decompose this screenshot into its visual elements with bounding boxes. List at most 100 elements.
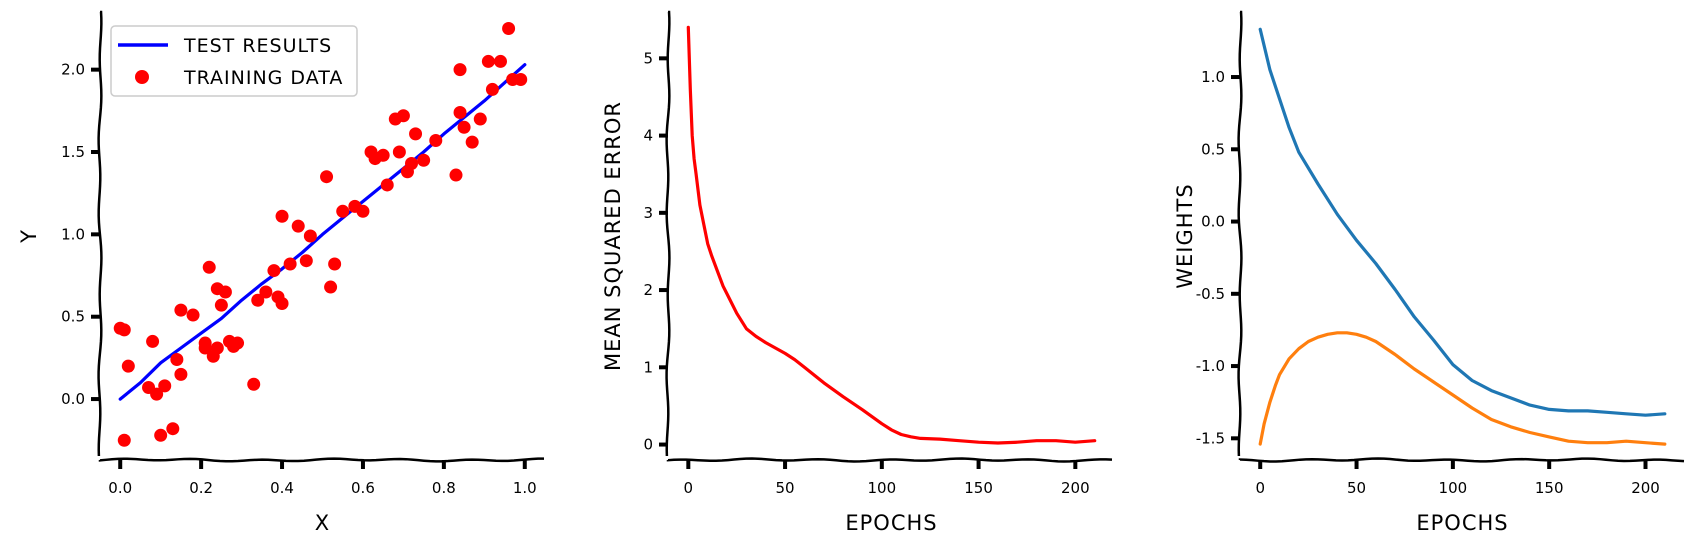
legend-box xyxy=(110,25,358,97)
series-line-1 xyxy=(1258,27,1667,417)
y-axis-line xyxy=(1237,10,1243,457)
scatter-point xyxy=(202,260,216,274)
scatter-point xyxy=(465,135,479,149)
x-tick-label: 0.2 xyxy=(189,479,213,497)
y-tick-label: 3 xyxy=(643,204,653,222)
y-tick-label: 1.0 xyxy=(61,225,85,243)
x-tick-label: 50 xyxy=(1347,479,1366,497)
x-tick-label: 200 xyxy=(1631,479,1660,497)
scatter-point xyxy=(502,21,516,35)
scatter-point xyxy=(356,204,370,218)
scatter-point xyxy=(291,219,305,233)
scatter-point xyxy=(267,264,281,278)
series-line-1 xyxy=(686,25,1097,445)
scatter-point xyxy=(231,336,245,350)
y-tick-label: 2 xyxy=(643,281,653,299)
scatter-point xyxy=(154,428,168,442)
legend: TEST RESULTS TRAINING DATA xyxy=(110,25,358,97)
scatter-point xyxy=(449,168,463,182)
scatter-point xyxy=(146,334,160,348)
scatter-point xyxy=(158,379,172,393)
x-axis-line xyxy=(666,457,1113,463)
x-tick-label: 0.4 xyxy=(270,479,294,497)
scatter-point xyxy=(186,308,200,322)
chart-panel-3: 1.0 0.5 0.0 -0.5 -1.0 -1.5 0 50 100 150 200 EPOCHS W… xyxy=(1173,10,1685,535)
scatter-point xyxy=(117,433,131,447)
x-axis-label: EPOCHS xyxy=(845,511,937,535)
scatter-point xyxy=(514,73,528,87)
y-tick-label: 2.0 xyxy=(61,61,85,79)
series-line-1 xyxy=(118,63,527,401)
x-tick-label: 0.8 xyxy=(432,479,456,497)
scatter-point xyxy=(283,257,297,271)
scatter-point xyxy=(494,54,507,68)
x-tick-label: 200 xyxy=(1061,479,1090,497)
y-axis-line xyxy=(97,10,103,457)
scatter-point xyxy=(210,341,224,355)
x-axis-line xyxy=(98,457,545,463)
scatter-point xyxy=(214,298,228,312)
y-tick-label: 0.5 xyxy=(1201,140,1225,158)
y-axis-label: Y xyxy=(17,229,41,244)
scatter-point xyxy=(117,323,131,337)
x-tick-label: 0 xyxy=(1255,479,1265,497)
scatter-point xyxy=(275,209,289,223)
scatter-point xyxy=(150,387,164,401)
scatter-point xyxy=(457,120,471,134)
chart-panel-1: 0.0 0.5 1.0 1.5 2.0 0.0 0.2 0.4 0.6 0.8 1.0 X Y TEST … xyxy=(17,10,545,535)
scatter-point xyxy=(218,285,232,299)
scatter-point xyxy=(405,157,418,171)
scatter-point xyxy=(121,359,135,373)
y-tick-label: 1 xyxy=(643,358,653,376)
y-tick-label: -0.5 xyxy=(1196,285,1225,303)
scatter-point xyxy=(429,133,443,147)
y-tick-label: -1.0 xyxy=(1196,357,1225,375)
x-axis-label: EPOCHS xyxy=(1416,511,1508,535)
x-tick-label: 150 xyxy=(964,479,993,497)
scatter-point xyxy=(485,82,499,96)
scatter-point xyxy=(259,285,273,299)
y-tick-label: 0 xyxy=(643,436,653,454)
x-tick-label: 50 xyxy=(776,479,795,497)
y-tick-label: 1.5 xyxy=(61,143,85,161)
scatter-point xyxy=(303,229,317,243)
x-axis-line xyxy=(1238,457,1685,463)
scatter-point xyxy=(320,170,334,184)
series-line-2 xyxy=(1258,331,1667,446)
scatter-point xyxy=(392,145,406,159)
scatter-point xyxy=(376,148,390,162)
x-tick-label: 100 xyxy=(1439,479,1468,497)
scatter-point xyxy=(409,127,423,141)
scatter-point xyxy=(417,153,431,167)
y-tick-label: 0.5 xyxy=(61,308,85,326)
y-axis-label: WEIGHTS xyxy=(1173,183,1197,288)
scatter-point xyxy=(453,63,467,77)
scatter-point xyxy=(336,204,350,218)
y-axis-label: MEAN SQUARED ERROR xyxy=(601,101,625,371)
scatter-point xyxy=(453,105,467,119)
y-tick-label: 1.0 xyxy=(1201,68,1225,86)
y-tick-label: -1.5 xyxy=(1196,429,1225,447)
y-tick-label: 0.0 xyxy=(61,390,85,408)
x-tick-label: 0.6 xyxy=(351,479,375,497)
legend-marker xyxy=(135,70,149,84)
legend-label: TEST RESULTS xyxy=(183,35,332,57)
scatter-point xyxy=(198,336,212,350)
scatter-point xyxy=(473,112,487,126)
x-tick-label: 150 xyxy=(1535,479,1564,497)
scatter-point xyxy=(166,422,180,436)
scatter-point xyxy=(174,367,188,381)
scatter-point xyxy=(328,257,342,271)
legend-label: TRAINING DATA xyxy=(183,67,343,89)
x-tick-label: 0.0 xyxy=(108,479,132,497)
x-tick-label: 100 xyxy=(868,479,897,497)
scatter-point xyxy=(275,297,289,311)
y-tick-label: 5 xyxy=(643,49,653,67)
x-tick-label: 0 xyxy=(684,479,694,497)
scatter-point xyxy=(299,254,313,268)
scatter-point xyxy=(251,293,265,307)
scatter-point xyxy=(170,353,184,367)
scatter-point xyxy=(324,280,338,294)
